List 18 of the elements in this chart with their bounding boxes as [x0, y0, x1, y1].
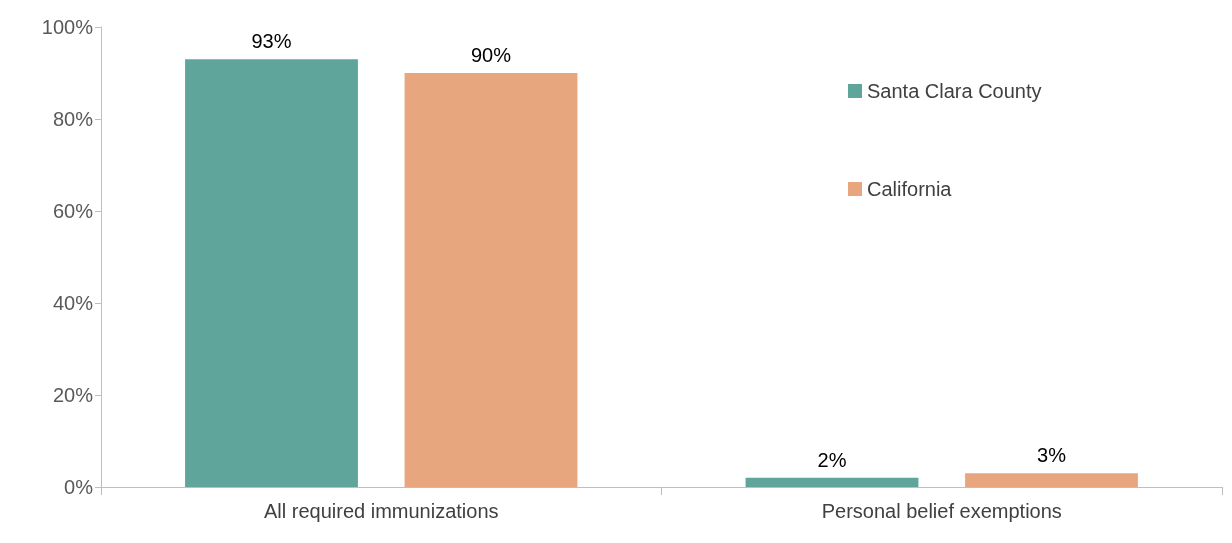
y-tick-label: 20% — [52, 384, 94, 406]
legend-label: California — [867, 178, 953, 200]
y-tick-label: 100% — [41, 16, 94, 38]
data-label: 3% — [1037, 444, 1067, 467]
data-label: 2% — [817, 448, 847, 471]
x-tick-label: Personal belief exemptions — [821, 500, 1062, 522]
bar — [965, 473, 1138, 487]
bar — [745, 477, 919, 487]
data-label: 93% — [251, 30, 292, 53]
y-tick-label: 80% — [52, 108, 94, 130]
data-label: 90% — [470, 44, 512, 66]
x-tick-label: All required immunizations — [263, 500, 499, 522]
bar — [185, 59, 358, 487]
y-tick-label: 60% — [52, 200, 94, 222]
y-tick-label: 40% — [52, 292, 94, 314]
y-tick-label: 0% — [64, 476, 94, 498]
bar — [404, 73, 578, 487]
legend-label: Santa Clara County — [867, 80, 1042, 102]
